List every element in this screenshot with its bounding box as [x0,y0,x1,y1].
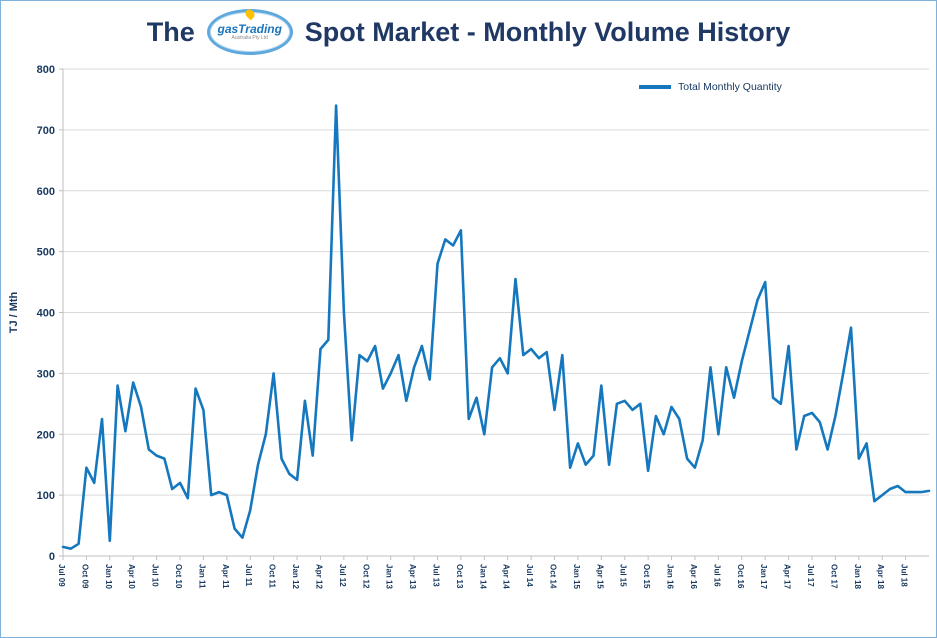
svg-text:Apr 16: Apr 16 [689,564,698,589]
svg-text:Oct 17: Oct 17 [829,564,838,589]
svg-text:Apr 11: Apr 11 [221,564,230,589]
svg-text:Jan 18: Jan 18 [853,564,862,589]
svg-text:Jan 14: Jan 14 [478,564,487,589]
svg-text:Oct 10: Oct 10 [174,564,183,589]
svg-text:Oct 09: Oct 09 [80,564,89,589]
title-suffix: Spot Market - Monthly Volume History [304,16,791,47]
svg-text:Jul 09: Jul 09 [57,564,66,587]
flame-icon [243,7,257,21]
svg-text:Jul 10: Jul 10 [151,564,160,587]
svg-text:Jan 17: Jan 17 [759,564,768,589]
svg-text:100: 100 [37,490,55,502]
chart-title: The gasTrading Australia Pty Ltd Spot Ma… [1,7,936,55]
svg-text:Apr 13: Apr 13 [408,564,417,589]
svg-text:Jan 10: Jan 10 [104,564,113,589]
svg-text:Oct 11: Oct 11 [268,564,277,589]
svg-text:Oct 12: Oct 12 [361,564,370,589]
svg-text:Jan 12: Jan 12 [291,564,300,589]
gastrading-logo: gasTrading Australia Pty Ltd [206,7,293,55]
svg-text:Oct 16: Oct 16 [736,564,745,589]
svg-text:Jul 13: Jul 13 [431,564,440,587]
legend: Total Monthly Quantity [639,81,782,93]
svg-text:Jul 12: Jul 12 [338,564,347,587]
svg-text:300: 300 [37,368,55,380]
svg-text:500: 500 [37,247,55,259]
svg-text:Jan 15: Jan 15 [572,564,581,589]
svg-text:600: 600 [37,186,55,198]
svg-text:700: 700 [37,125,55,137]
svg-text:800: 800 [37,64,55,76]
svg-text:TJ / Mth: TJ / Mth [8,291,20,333]
svg-text:Oct 13: Oct 13 [455,564,464,589]
svg-text:Apr 18: Apr 18 [876,564,885,589]
svg-text:Oct 14: Oct 14 [549,564,558,589]
svg-text:200: 200 [37,429,55,441]
svg-text:Jan 16: Jan 16 [666,564,675,589]
svg-text:Jan 11: Jan 11 [197,564,206,589]
svg-text:Jul 11: Jul 11 [244,564,253,587]
svg-text:Apr 15: Apr 15 [595,564,604,589]
svg-text:Apr 14: Apr 14 [502,564,511,589]
svg-text:Jul 16: Jul 16 [712,564,721,587]
svg-text:Oct 15: Oct 15 [642,564,651,589]
svg-text:Jul 18: Jul 18 [900,564,909,587]
logo-subtext: Australia Pty Ltd [231,34,268,41]
svg-text:Jan 13: Jan 13 [385,564,394,589]
svg-text:400: 400 [37,308,55,320]
svg-text:Apr 12: Apr 12 [314,564,323,589]
svg-text:Jul 14: Jul 14 [525,564,534,587]
svg-text:Jul 15: Jul 15 [619,564,628,587]
svg-text:Jul 17: Jul 17 [806,564,815,587]
svg-text:Apr 17: Apr 17 [783,564,792,589]
svg-text:Apr 10: Apr 10 [127,564,136,589]
logo-text: gasTrading [217,21,282,36]
svg-text:0: 0 [49,551,55,563]
legend-label: Total Monthly Quantity [678,81,782,93]
title-prefix: The [146,16,195,47]
legend-line-swatch [639,85,671,89]
